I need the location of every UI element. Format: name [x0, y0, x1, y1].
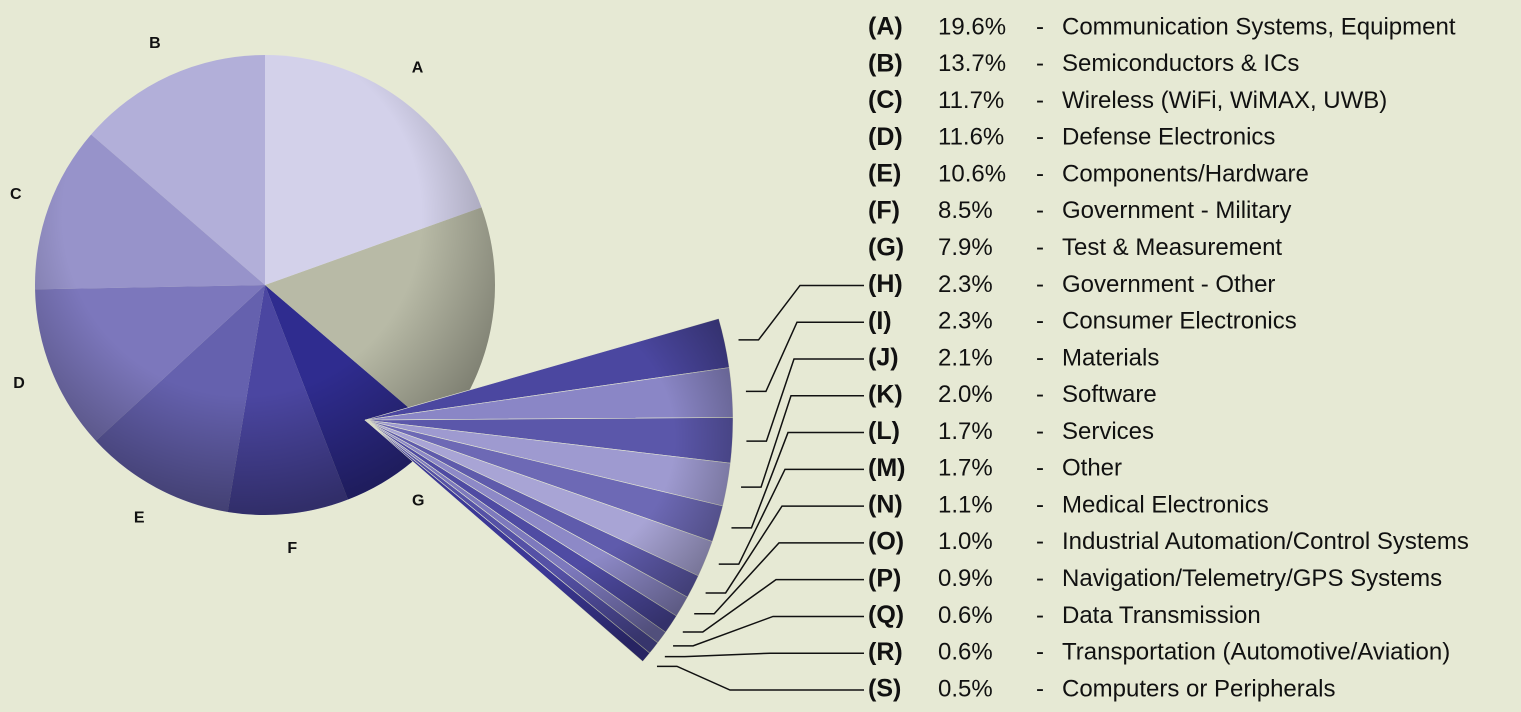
legend-value: 11.7%: [938, 87, 1004, 114]
leader-line: [745, 321, 864, 393]
legend-value: 7.9%: [938, 234, 993, 261]
legend-key: (D): [868, 123, 903, 151]
leader-line: [718, 468, 864, 565]
legend-value: 2.1%: [938, 344, 993, 371]
legend-description: Test & Measurement: [1062, 234, 1282, 261]
legend-description: Government - Other: [1062, 271, 1275, 298]
slice-label: A: [412, 60, 424, 77]
legend-description: Consumer Electronics: [1062, 308, 1297, 335]
legend-key: (Q): [868, 601, 904, 629]
leader-line: [741, 395, 864, 488]
legend-separator: -: [1036, 197, 1044, 224]
legend-separator: -: [1036, 344, 1044, 371]
legend-separator: -: [1036, 602, 1044, 629]
legend-value: 8.5%: [938, 197, 993, 224]
legend-value: 0.9%: [938, 565, 993, 592]
legend-separator: -: [1036, 234, 1044, 261]
legend-key: (M): [868, 454, 905, 482]
legend-value: 1.7%: [938, 455, 993, 482]
legend-description: Industrial Automation/Control Systems: [1062, 528, 1469, 555]
leader-line: [682, 578, 864, 633]
legend-separator: -: [1036, 160, 1044, 187]
leader-line: [694, 542, 864, 615]
leader-line: [664, 652, 864, 658]
legend-key: (N): [868, 491, 903, 519]
legend-separator: -: [1036, 271, 1044, 298]
slice-label: C: [10, 186, 22, 203]
legend-value: 13.7%: [938, 50, 1006, 77]
legend-value: 1.7%: [938, 418, 993, 445]
legend-value: 0.5%: [938, 675, 993, 702]
leader-line: [731, 431, 864, 529]
leader-line: [673, 615, 864, 647]
legend-key: (J): [868, 344, 899, 372]
legend-value: 0.6%: [938, 602, 993, 629]
legend-key: (L): [868, 417, 900, 445]
legend-key: (S): [868, 675, 901, 703]
legend-key: (O): [868, 527, 904, 555]
legend-value: 2.3%: [938, 271, 993, 298]
legend-separator: -: [1036, 528, 1044, 555]
slice-label: E: [134, 509, 145, 526]
slice-label: D: [13, 375, 25, 392]
leader-line: [705, 505, 864, 594]
leader-line: [738, 284, 864, 341]
legend-description: Other: [1062, 455, 1122, 482]
legend-key: (I): [868, 307, 892, 335]
legend-value: 0.6%: [938, 639, 993, 666]
legend-value: 1.0%: [938, 528, 993, 555]
legend-key: (F): [868, 196, 900, 224]
legend-description: Wireless (WiFi, WiMAX, UWB): [1062, 87, 1387, 114]
legend: (A) 19.6% - Communication Systems, Equipmen…: [656, 13, 1469, 703]
legend-description: Communication Systems, Equipment: [1062, 13, 1456, 40]
slice-label: B: [149, 35, 161, 52]
legend-value: 2.0%: [938, 381, 993, 408]
legend-description: Components/Hardware: [1062, 160, 1309, 187]
legend-separator: -: [1036, 308, 1044, 335]
legend-separator: -: [1036, 124, 1044, 151]
legend-description: Data Transmission: [1062, 602, 1261, 629]
legend-key: (G): [868, 233, 904, 261]
legend-value: 10.6%: [938, 160, 1006, 187]
legend-key: (C): [868, 86, 903, 114]
leader-line: [746, 358, 864, 442]
legend-description: Medical Electronics: [1062, 491, 1269, 518]
legend-key: (K): [868, 380, 903, 408]
legend-value: 1.1%: [938, 491, 993, 518]
legend-key: (H): [868, 270, 903, 298]
legend-value: 19.6%: [938, 13, 1006, 40]
legend-key: (E): [868, 160, 901, 188]
legend-separator: -: [1036, 455, 1044, 482]
legend-separator: -: [1036, 639, 1044, 666]
legend-separator: -: [1036, 675, 1044, 702]
legend-description: Semiconductors & ICs: [1062, 50, 1299, 77]
slice-label: F: [287, 540, 297, 557]
legend-separator: -: [1036, 13, 1044, 40]
legend-description: Navigation/Telemetry/GPS Systems: [1062, 565, 1442, 592]
legend-separator: -: [1036, 565, 1044, 592]
legend-description: Materials: [1062, 344, 1159, 371]
legend-description: Computers or Peripherals: [1062, 675, 1335, 702]
legend-description: Transportation (Automotive/Aviation): [1062, 639, 1450, 666]
legend-separator: -: [1036, 418, 1044, 445]
legend-value: 2.3%: [938, 308, 993, 335]
legend-separator: -: [1036, 50, 1044, 77]
legend-separator: -: [1036, 381, 1044, 408]
legend-key: (A): [868, 13, 903, 41]
slice-label: G: [412, 492, 424, 509]
legend-description: Defense Electronics: [1062, 124, 1275, 151]
legend-key: (B): [868, 49, 903, 77]
legend-key: (P): [868, 564, 901, 592]
legend-key: (R): [868, 638, 903, 666]
legend-description: Services: [1062, 418, 1154, 445]
legend-separator: -: [1036, 491, 1044, 518]
leader-line: [656, 665, 864, 691]
legend-description: Government - Military: [1062, 197, 1291, 224]
legend-separator: -: [1036, 87, 1044, 114]
legend-value: 11.6%: [938, 124, 1004, 151]
legend-description: Software: [1062, 381, 1157, 408]
